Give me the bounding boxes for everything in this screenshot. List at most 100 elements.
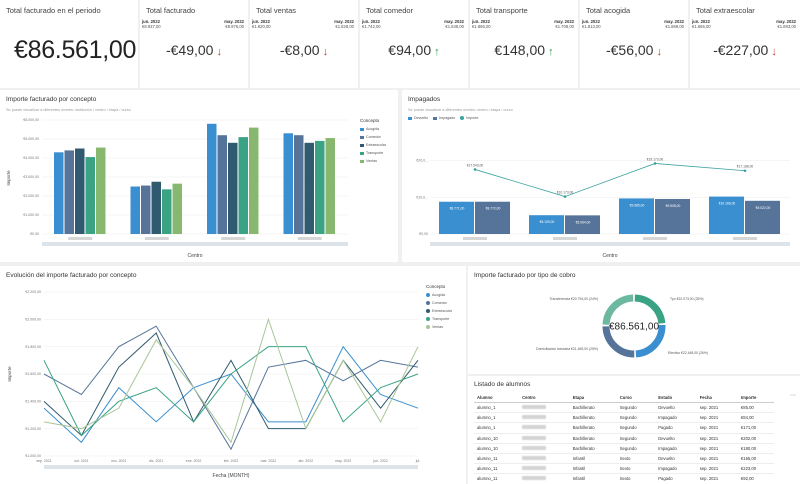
table-cell: €223,00 — [737, 463, 774, 475]
kpi-title: Total ventas — [256, 6, 297, 15]
table-cell: Bachillerato — [569, 443, 617, 454]
legend-item[interactable]: Impagado — [433, 116, 455, 120]
kpi-left-value: €1.866,00 — [472, 24, 491, 29]
redacted-centro — [522, 476, 547, 481]
y-tick-label: €0,00 — [30, 232, 39, 236]
x-tick-label-redacted — [68, 237, 93, 240]
table-cell: Impagado — [655, 463, 697, 475]
x-tick-label: ene. 2022 — [186, 459, 202, 463]
y-axis-title: Importe — [6, 170, 11, 186]
table-cell: sep. 2021 — [696, 443, 738, 454]
arrow-down-icon: ↓ — [768, 46, 777, 58]
table-row[interactable]: alumno_1 Bachillerato Segundo Impagado sep. … — [474, 412, 774, 424]
redacted-centro — [522, 456, 547, 461]
panel-title: Importe facturado por concepto — [6, 96, 97, 103]
legend-label: Importe — [466, 116, 479, 120]
table-cell: Sexto — [616, 463, 656, 475]
more-options-icon[interactable]: ⋯ — [790, 393, 796, 399]
table-row[interactable]: alumno_11 Infantil Sexto Devuelto sep. 2021 €… — [474, 453, 774, 465]
legend-swatch — [426, 317, 430, 321]
kpi-right-value: €8.976,00 — [225, 24, 244, 29]
legend-swatch — [426, 293, 430, 297]
table-cell: €165,00 — [737, 453, 774, 465]
bar-data-label: €9.022,00 — [756, 206, 771, 210]
table-row[interactable]: alumno_10 Bachillerato Segundo Impagado sep.… — [474, 443, 774, 454]
kpi-value: -€49,00 — [165, 42, 214, 58]
table-cell: Segundo — [616, 412, 656, 424]
donut-slice — [635, 324, 666, 358]
bar — [655, 199, 690, 234]
legend-item[interactable]: Extraescolar — [360, 143, 386, 147]
table-row[interactable]: alumno_11 Infantil Sexto Pagado sep. 2021 €92… — [474, 473, 774, 484]
column-header[interactable]: Fecha — [696, 393, 738, 403]
column-header[interactable]: Alumno — [474, 393, 520, 403]
line-point — [743, 169, 747, 173]
kpi-right-label: may. 2022 — [776, 19, 796, 24]
kpi-card: Total ventas jun. 2022 €1.820,00 may. 2022 €… — [250, 0, 358, 88]
kpi-previous: jun. 2022 €1.666,00 — [692, 19, 711, 29]
arrow-up-icon: ↑ — [431, 46, 440, 58]
evolucion-panel: Evolución del importe facturado por conc… — [0, 266, 466, 484]
bar — [304, 142, 314, 234]
bar — [709, 196, 744, 234]
legend-item[interactable]: Comedor — [426, 301, 452, 305]
table-cell: Devuelto — [655, 402, 697, 414]
bar-chart-impagados: €0,00 €10,0... €20,0... €8.771,00 €8.772,00 €… — [416, 157, 790, 259]
line-point — [473, 168, 477, 171]
table-row[interactable]: alumno_10 Bachillerato Segundo Devuelto sep.… — [474, 433, 774, 444]
kpi-card: Total extraescolar jun. 2022 €1.666,00 may.… — [690, 0, 800, 88]
x-tick-label: mar. 2022 — [261, 459, 277, 463]
table-cell: Infantil — [569, 463, 617, 475]
table-row[interactable]: alumno_11 Infantil Sexto Impagado sep. 2021 €… — [474, 463, 774, 475]
redacted-centro — [522, 466, 547, 471]
table-cell: Pagado — [655, 422, 697, 434]
importe-line — [474, 163, 746, 197]
kpi-current: may. 2022 €1.708,00 — [554, 19, 574, 29]
table-row[interactable]: alumno_1 Bachillerato Segundo Devuelto sep. … — [474, 402, 774, 414]
bar — [172, 183, 182, 234]
column-header[interactable]: Importe — [737, 393, 774, 403]
table-row[interactable]: alumno_1 Bachillerato Segundo Pagado sep. 20… — [474, 422, 774, 434]
series-line — [43, 325, 419, 451]
x-tick-label-redacted — [297, 237, 322, 240]
legend-swatch — [460, 116, 465, 120]
legend-item[interactable]: Importe — [460, 116, 478, 120]
y-tick-label: €1.600,00 — [25, 372, 41, 376]
table-cell: Devuelto — [655, 453, 697, 465]
column-header[interactable]: Centro — [519, 393, 570, 403]
donut-slice — [602, 294, 634, 326]
line-data-label: €17.188,00 — [737, 165, 754, 169]
bar-data-label: €9.508,00 — [666, 204, 681, 208]
y-tick-label: €20,0... — [416, 159, 428, 163]
legend-item[interactable]: Extraescolar — [426, 309, 452, 313]
table-cell: Infantil — [569, 473, 617, 484]
bar-data-label: €8.771,00 — [450, 207, 465, 211]
legend-item[interactable]: Transporte — [426, 317, 452, 321]
panel-title: Evolución del importe facturado por conc… — [6, 272, 137, 279]
kpi-left-label: jun. 2022 — [142, 19, 160, 24]
y-tick-label: €5.000,00 — [23, 137, 39, 141]
bar-chart-concepto: €0,00 €1.000,00 €2.000,00 €3.000,00 €4.000,0… — [6, 118, 348, 259]
legend-item[interactable]: Acogida — [426, 293, 452, 297]
legend-swatch — [426, 325, 430, 329]
column-header[interactable]: Estado — [655, 393, 697, 403]
line-chart-evolucion: €1.000,00 €1.200,00 €1.400,00 €1.600,00 €1.8… — [7, 290, 420, 479]
bar — [315, 140, 325, 234]
legend-item[interactable]: Devuelto — [408, 116, 428, 120]
table-cell: alumno_1 — [474, 412, 520, 424]
legend-item[interactable]: Ventas — [360, 159, 386, 163]
table-cell: Segundo — [616, 402, 656, 414]
legend-title: Concepto — [426, 284, 446, 289]
kpi-previous: jun. 2022 €1.813,00 — [582, 19, 601, 29]
legend-item[interactable]: Ventas — [426, 325, 452, 329]
legend-item[interactable]: Comedor — [360, 135, 386, 139]
column-header[interactable]: Etapa — [569, 393, 617, 403]
bar — [130, 186, 140, 234]
column-header[interactable]: Curso — [616, 393, 656, 403]
kpi-left-label: jun. 2022 — [692, 19, 710, 24]
y-tick-label: €6.000,00 — [23, 118, 39, 122]
legend-item[interactable]: Acogida — [360, 127, 386, 131]
legend-item[interactable]: Transporte — [360, 151, 386, 155]
bar — [228, 142, 238, 234]
kpi-left-value: €8.937,00 — [142, 24, 161, 29]
